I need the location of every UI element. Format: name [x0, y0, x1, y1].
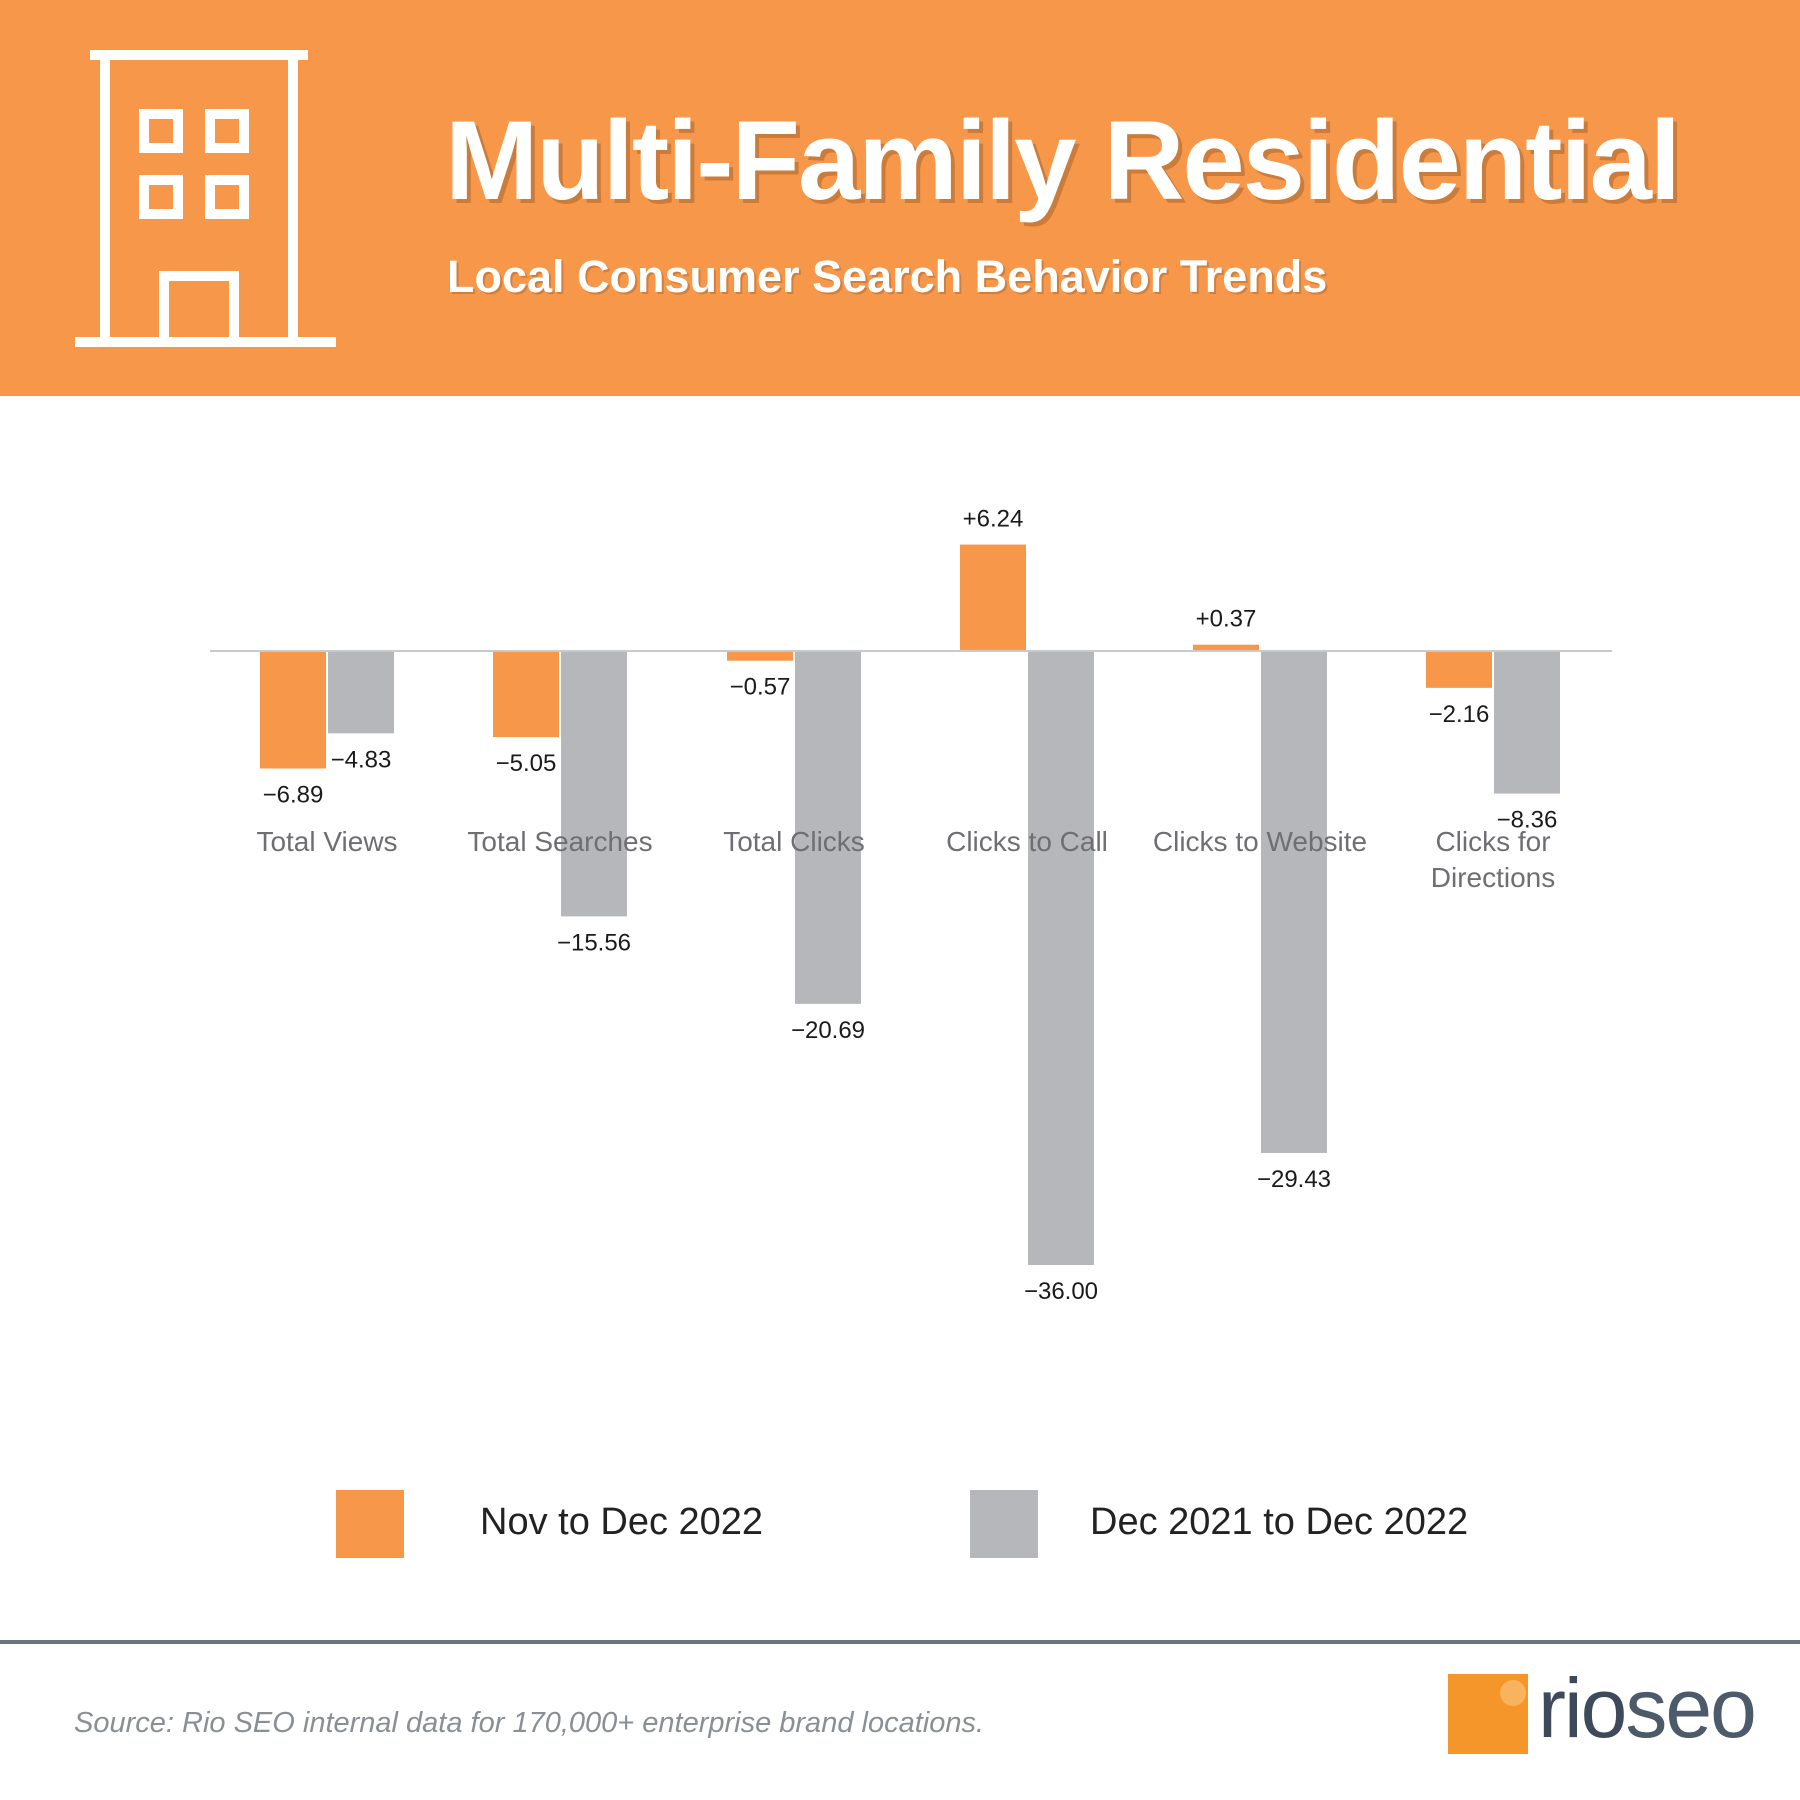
category-label: Clicks for [1435, 826, 1550, 857]
logo-dot-icon [1500, 1680, 1526, 1706]
legend-swatch-orange [336, 1490, 404, 1558]
value-label: −4.83 [331, 746, 392, 773]
bar-dec2021-dec2022-0 [328, 651, 394, 734]
value-label: −20.69 [791, 1017, 865, 1044]
legend-item-series-2: Dec 2021 to Dec 2022 [970, 1490, 1570, 1558]
legend-item-series-1: Nov to Dec 2022 [336, 1490, 796, 1558]
footer-divider [0, 1640, 1800, 1644]
page-subtitle: Local Consumer Search Behavior Trends [447, 251, 1328, 302]
category-label: Total Searches [467, 826, 652, 857]
bar-nov-dec-2022-3 [960, 544, 1026, 651]
legend-label: Nov to Dec 2022 [480, 1501, 764, 1543]
value-label: −0.57 [730, 674, 791, 701]
value-label: −36.00 [1024, 1278, 1098, 1305]
bar-dec2021-dec2022-4 [1261, 651, 1327, 1153]
value-label: +6.24 [963, 506, 1024, 533]
category-label: Directions [1431, 862, 1555, 893]
bar-dec2021-dec2022-1 [561, 651, 627, 917]
bar-nov-dec-2022-5 [1426, 651, 1492, 688]
legend-label: Dec 2021 to Dec 2022 [1090, 1501, 1469, 1543]
logo-seo: seo [1625, 1661, 1756, 1755]
source-note: Source: Rio SEO internal data for 170,00… [74, 1707, 985, 1739]
bar-dec2021-dec2022-2 [795, 651, 861, 1004]
category-label: Clicks to Website [1153, 826, 1367, 857]
bar-nov-dec-2022-2 [727, 651, 793, 661]
value-label: −6.89 [263, 782, 324, 809]
category-label: Clicks to Call [946, 826, 1108, 857]
category-label: Total Views [256, 826, 397, 857]
value-label: −29.43 [1257, 1166, 1331, 1193]
header-banner: Multi-Family Residential Local Consumer … [0, 0, 1800, 396]
logo-wordmark: rioseo [1538, 1666, 1757, 1750]
category-label: Total Clicks [723, 826, 865, 857]
bar-nov-dec-2022-0 [260, 651, 326, 769]
building-icon [75, 50, 336, 347]
bar-nov-dec-2022-1 [493, 651, 559, 738]
value-label: −15.56 [557, 929, 631, 956]
legend-swatch-gray [970, 1490, 1038, 1558]
value-label: +0.37 [1196, 606, 1257, 633]
value-label: −5.05 [496, 750, 557, 777]
bar-chart: −6.89 −4.83 Total Views −5.05 −15.56 Total Se… [210, 506, 1612, 1305]
bar-dec2021-dec2022-5 [1494, 651, 1560, 794]
page-title: Multi-Family Residential [445, 98, 1681, 223]
logo-rio: rio [1538, 1661, 1627, 1755]
value-label: −2.16 [1429, 701, 1490, 728]
rioseo-logo: rioseo [1448, 1666, 1768, 1760]
bar-dec2021-dec2022-3 [1028, 651, 1094, 1265]
value-label: −8.36 [1497, 807, 1558, 834]
bar-nov-dec-2022-4 [1193, 644, 1259, 651]
